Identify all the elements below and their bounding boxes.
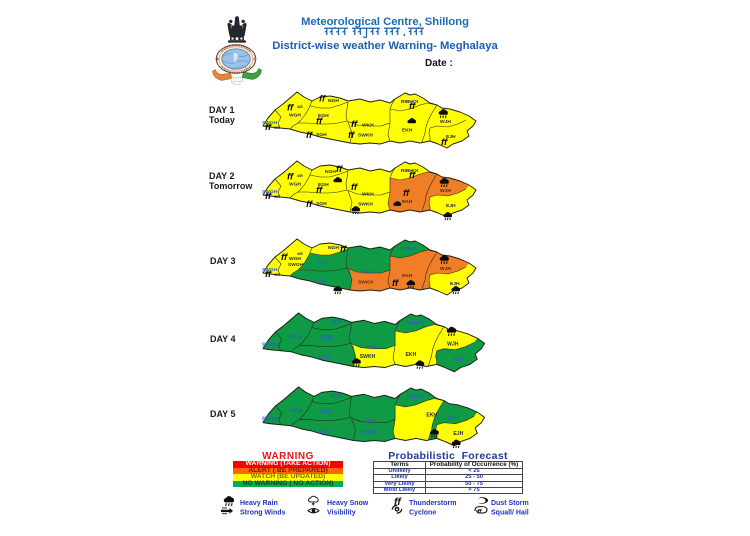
svg-text:Visibility: Visibility: [327, 510, 356, 517]
svg-text:NGH: NGH: [328, 98, 339, 104]
svg-text:EKH: EKH: [402, 273, 413, 279]
svg-text:44R: 44R: [297, 252, 304, 256]
svg-text:Cyclone: Cyclone: [409, 510, 436, 517]
svg-text:WGH: WGH: [289, 182, 301, 188]
svg-text:NGH: NGH: [331, 393, 343, 399]
svg-text:Heavy Rain: Heavy Rain: [240, 500, 278, 507]
svg-text:WKH: WKH: [362, 270, 374, 276]
svg-text:WGH: WGH: [290, 409, 303, 415]
svg-text:44R: 44R: [297, 174, 304, 178]
svg-text:SGH: SGH: [318, 429, 329, 435]
svg-text:RIBHOI: RIBHOI: [407, 320, 425, 326]
svg-text:NGH: NGH: [331, 319, 343, 325]
svg-text:SWGH: SWGH: [288, 262, 304, 268]
svg-text:ff: ff: [336, 164, 343, 175]
svg-text:SWGH: SWGH: [262, 189, 278, 195]
svg-text:EJH: EJH: [450, 281, 460, 287]
svg-text:SWGH: SWGH: [262, 417, 278, 423]
svg-text:SWKH: SWKH: [358, 133, 373, 139]
svg-text:WGH: WGH: [289, 256, 301, 262]
svg-text:Squall/ Hail: Squall/ Hail: [491, 510, 529, 517]
svg-text:EKH: EKH: [406, 352, 417, 358]
svg-text:SGH: SGH: [316, 201, 327, 207]
svg-text:WGH: WGH: [289, 113, 301, 119]
svg-text:ff: ff: [409, 101, 416, 112]
svg-text:EGH: EGH: [320, 409, 331, 415]
svg-text:ff: ff: [265, 269, 272, 280]
svg-text:WGH: WGH: [290, 335, 303, 341]
svg-text:SWGH: SWGH: [262, 120, 278, 126]
svg-text:EGH: EGH: [318, 260, 329, 266]
svg-text:WKH: WKH: [362, 192, 374, 198]
svg-text:EKH: EKH: [426, 412, 437, 418]
svg-text:ff: ff: [316, 185, 323, 196]
svg-text:WJH: WJH: [447, 341, 459, 347]
svg-text:EGH: EGH: [318, 182, 329, 188]
svg-text:ff: ff: [351, 119, 358, 130]
svg-text:WJH: WJH: [440, 188, 451, 194]
svg-text:RIBHOI: RIBHOI: [401, 168, 419, 174]
svg-text:NGH: NGH: [325, 169, 336, 175]
svg-text:ff: ff: [351, 182, 358, 193]
svg-text:EJH: EJH: [453, 357, 463, 363]
svg-text:ff: ff: [265, 191, 272, 202]
svg-text:44R: 44R: [274, 195, 281, 199]
svg-text:SGH: SGH: [316, 132, 327, 138]
svg-text:Strong Winds: Strong Winds: [240, 510, 286, 517]
svg-text:ff: ff: [306, 199, 313, 210]
svg-text:SWKH: SWKH: [358, 280, 373, 286]
svg-text:SWGH: SWGH: [262, 267, 278, 273]
svg-text:ff: ff: [281, 252, 288, 263]
svg-text:RIBHOI: RIBHOI: [401, 246, 419, 252]
svg-text:ff: ff: [287, 172, 294, 183]
svg-text:SGH: SGH: [318, 355, 329, 361]
svg-text:SWGH: SWGH: [262, 343, 278, 349]
svg-text:SWKH: SWKH: [358, 202, 373, 208]
svg-text:EKH: EKH: [402, 128, 413, 134]
svg-text:ff: ff: [348, 130, 355, 141]
svg-text:EJH: EJH: [446, 203, 456, 209]
svg-text:SGH: SGH: [316, 279, 327, 285]
svg-text:Dust Storm: Dust Storm: [491, 500, 529, 507]
svg-text:ff: ff: [403, 188, 410, 199]
svg-text:SWKH: SWKH: [360, 354, 376, 360]
svg-text:44R: 44R: [274, 273, 281, 277]
svg-text:RIBHOI: RIBHOI: [407, 394, 425, 400]
svg-text:ff: ff: [316, 116, 323, 127]
svg-text:WJH: WJH: [440, 119, 451, 125]
svg-text:44R: 44R: [297, 105, 304, 109]
svg-text:EJH: EJH: [453, 431, 463, 437]
svg-text:WKH: WKH: [366, 345, 378, 351]
svg-text:ff: ff: [394, 496, 402, 508]
svg-text:WJH: WJH: [440, 266, 451, 272]
svg-text:ff: ff: [392, 278, 399, 289]
svg-text:ff: ff: [441, 137, 448, 148]
svg-text:WJH: WJH: [447, 415, 459, 421]
svg-text:ff: ff: [319, 94, 326, 105]
svg-text:Heavy Snow: Heavy Snow: [327, 500, 369, 507]
svg-text:ff: ff: [477, 509, 482, 516]
svg-text:ff: ff: [287, 103, 294, 114]
svg-text:NGH: NGH: [328, 245, 339, 251]
svg-text:WKH: WKH: [362, 123, 374, 129]
svg-text:ff: ff: [409, 170, 416, 181]
svg-text:ff: ff: [265, 122, 272, 133]
svg-text:44R: 44R: [274, 126, 281, 130]
svg-text:ff: ff: [306, 130, 313, 141]
svg-text:EGH: EGH: [320, 335, 331, 341]
svg-text:WKH: WKH: [366, 419, 378, 425]
svg-text:EGH: EGH: [318, 113, 329, 119]
svg-text:SWKH: SWKH: [362, 430, 378, 436]
svg-text:EJH: EJH: [446, 134, 456, 140]
svg-text:EKH: EKH: [402, 199, 413, 205]
svg-text:Thunderstorm: Thunderstorm: [409, 500, 456, 507]
svg-text:RIBHOI: RIBHOI: [401, 99, 419, 105]
svg-text:ff: ff: [340, 244, 347, 255]
